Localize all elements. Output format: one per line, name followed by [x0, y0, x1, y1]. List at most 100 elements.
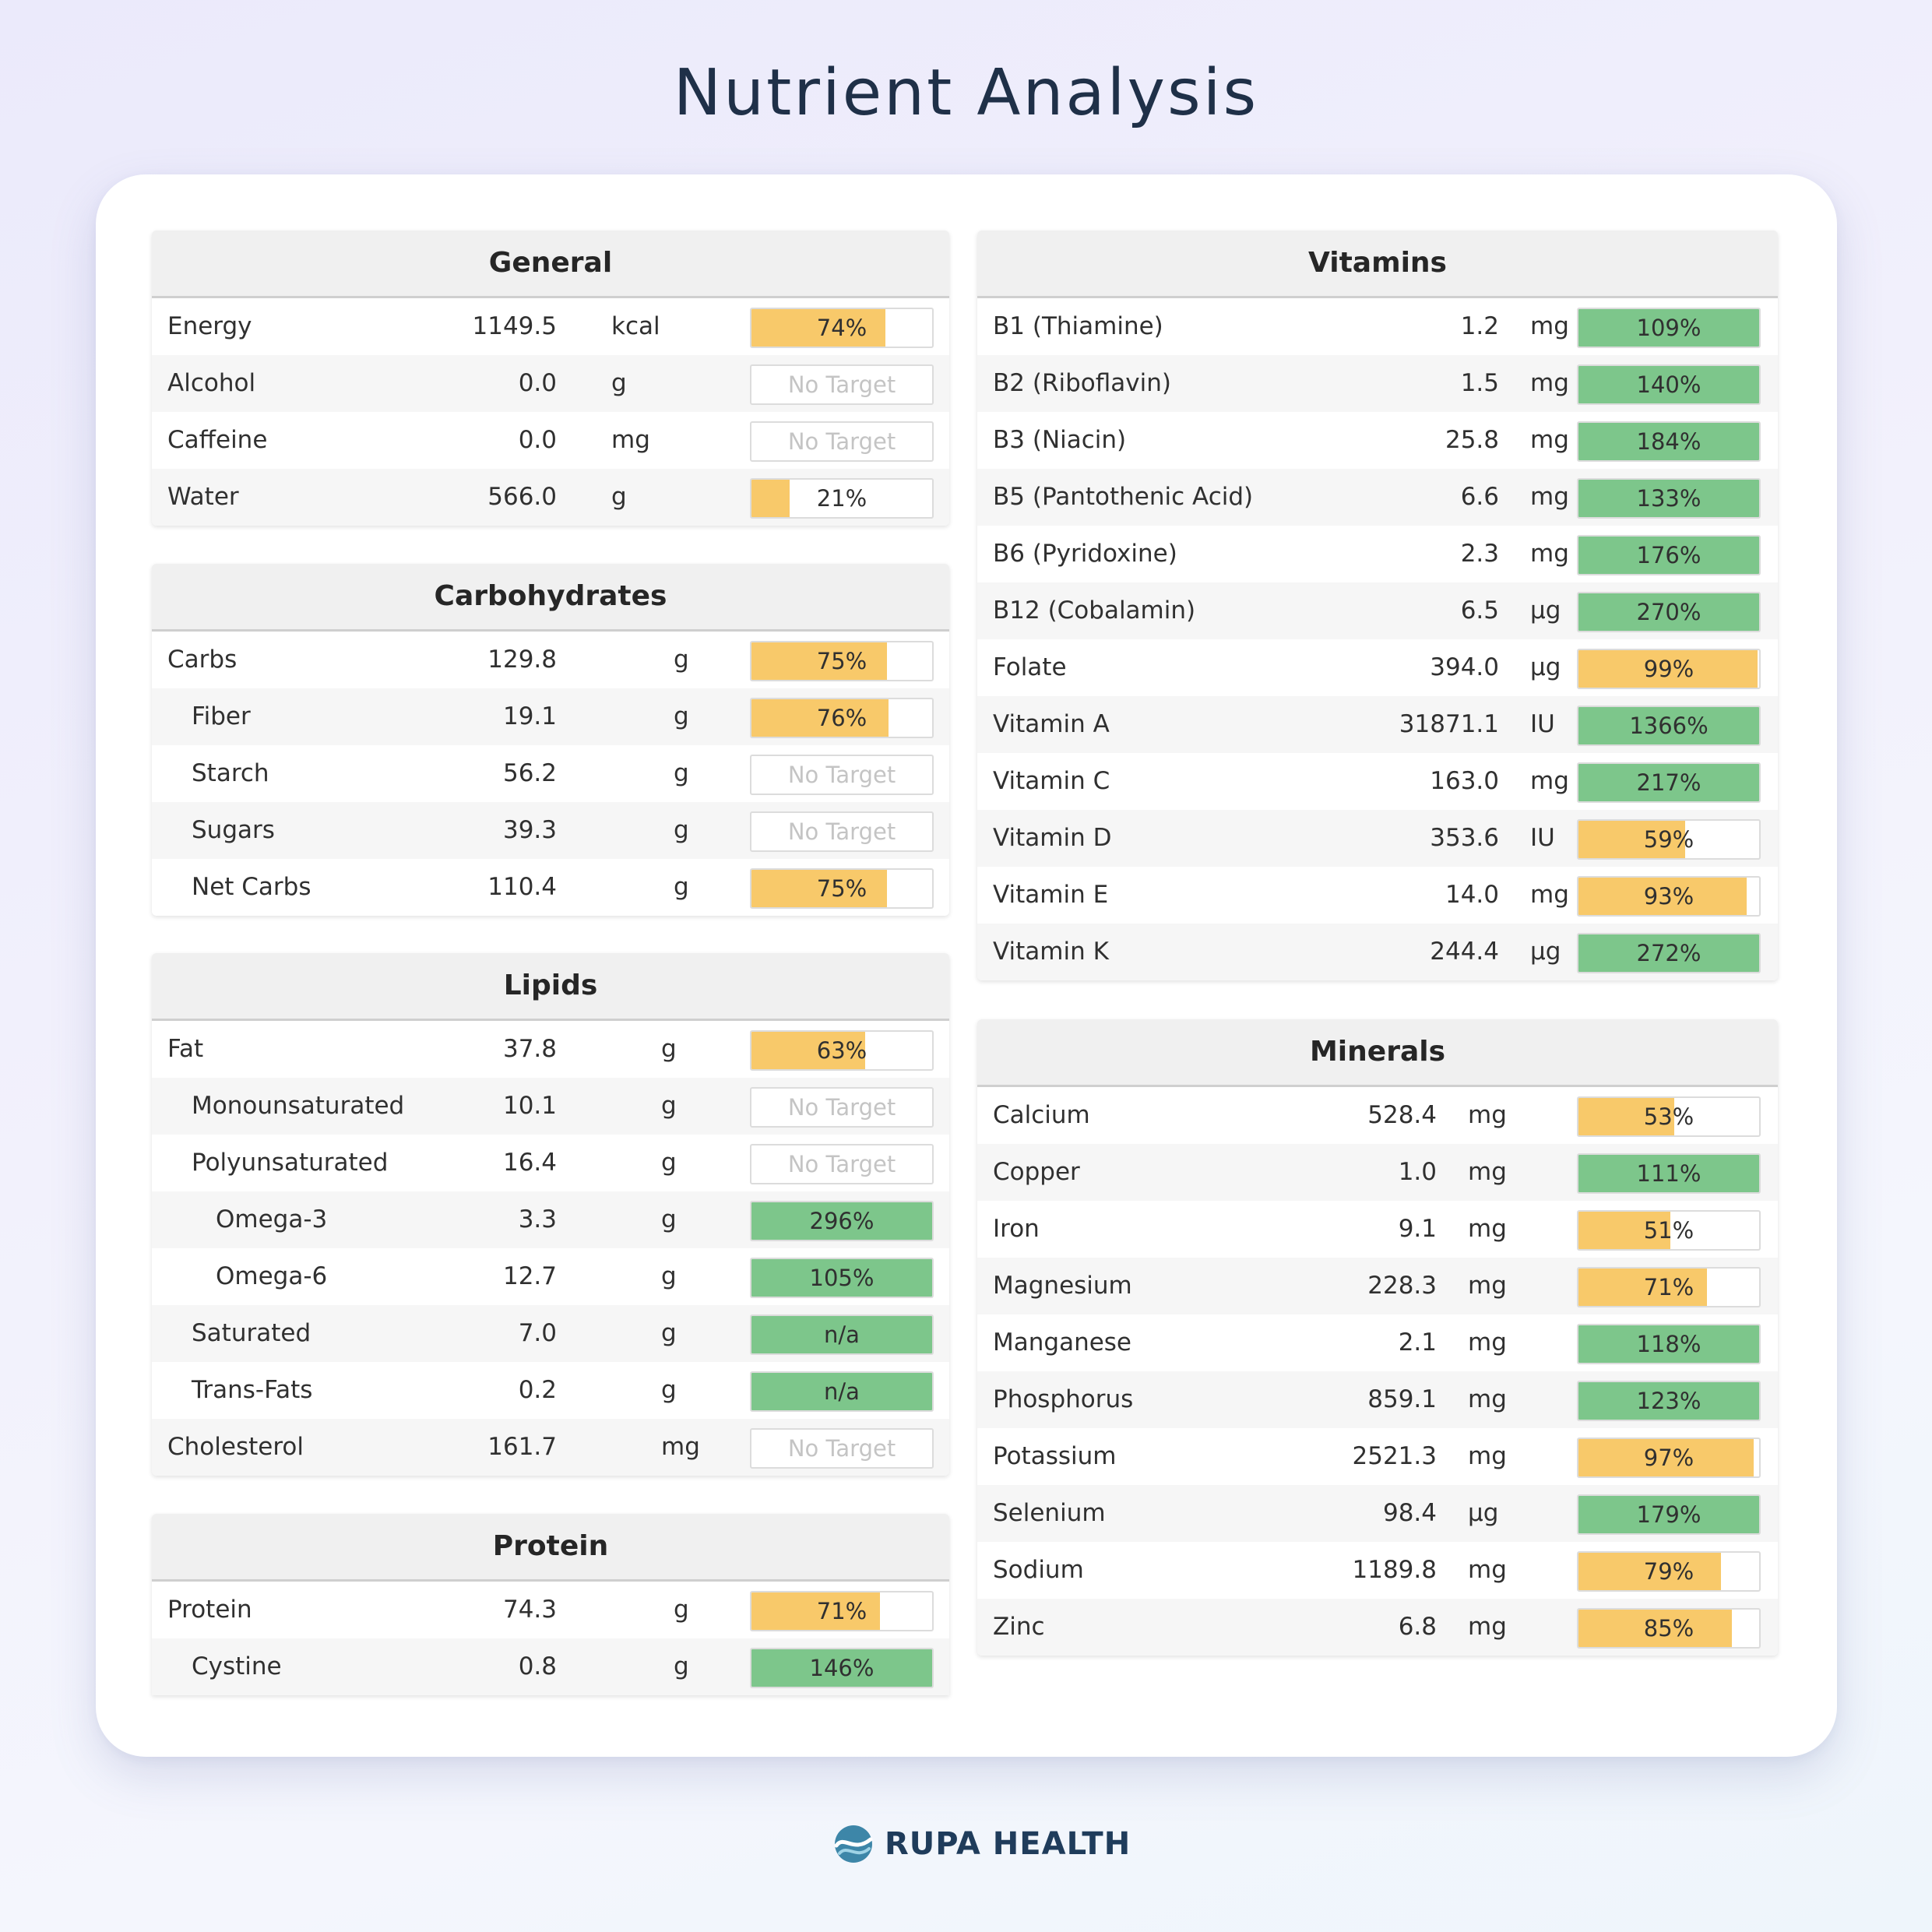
nutrient-name: Alcohol: [167, 369, 256, 397]
nutrient-unit: mg: [1468, 1272, 1507, 1300]
target-progress-bar: 93%: [1577, 876, 1761, 917]
nutrient-name: Sodium: [993, 1556, 1084, 1584]
protein-panel: Protein Protein 74.3 g 71% Cystine 0.8 g 146%: [152, 1514, 949, 1695]
nutrient-value: 39.3: [502, 816, 557, 844]
nutrient-row: B6 (Pyridoxine) 2.3 mg 176%: [977, 526, 1778, 582]
progress-fill: [1578, 1382, 1759, 1420]
nutrient-value: 1.5: [1460, 369, 1499, 397]
target-progress-bar: 296%: [750, 1201, 934, 1241]
target-percent: 97%: [1643, 1445, 1694, 1471]
progress-fill: [1578, 934, 1759, 972]
nutrient-row: Carbs 129.8 g 75%: [152, 632, 949, 688]
target-progress-bar: 53%: [1577, 1096, 1761, 1137]
nutrient-name: Copper: [993, 1158, 1080, 1186]
nutrient-value: 37.8: [502, 1035, 557, 1063]
nutrient-name: Phosphorus: [993, 1385, 1134, 1413]
progress-fill: [1578, 1610, 1733, 1647]
target-percent: 93%: [1643, 883, 1694, 910]
nutrient-unit: kcal: [611, 312, 660, 340]
nutrient-unit: mg: [1530, 483, 1569, 511]
target-percent: 75%: [816, 648, 867, 674]
nutrient-unit: mg: [1468, 1158, 1507, 1186]
target-progress-bar: n/a: [750, 1314, 934, 1355]
nutrient-unit: g: [674, 816, 689, 844]
nutrient-unit: g: [661, 1035, 677, 1063]
nutrient-unit: g: [611, 369, 627, 397]
target-percent: n/a: [824, 1321, 860, 1348]
target-progress-bar: 71%: [750, 1591, 934, 1631]
nutrient-row: Cystine 0.8 g 146%: [152, 1638, 949, 1695]
minerals-panel: Minerals Calcium 528.4 mg 53% Copper 1.0 mg 111…: [977, 1019, 1778, 1656]
nutrient-row: Protein 74.3 g 71%: [152, 1582, 949, 1638]
target-percent: 179%: [1636, 1501, 1701, 1528]
vitamins-panel: Vitamins B1 (Thiamine) 1.2 mg 109% B2 (Ribof…: [977, 231, 1778, 980]
nutrient-name: Potassium: [993, 1442, 1117, 1470]
target-progress-bar: 111%: [1577, 1153, 1761, 1194]
target-percent: 74%: [816, 315, 867, 341]
nutrient-value: 1.0: [1398, 1158, 1437, 1186]
nutrient-row: Selenium 98.4 µg 179%: [977, 1485, 1778, 1542]
nutrient-value: 6.8: [1398, 1613, 1437, 1641]
panel-title: Carbohydrates: [152, 564, 949, 632]
target-percent: 105%: [809, 1265, 875, 1291]
target-progress-bar: 63%: [750, 1030, 934, 1071]
panel-title: General: [152, 231, 949, 298]
nutrient-row: Folate 394.0 µg 99%: [977, 639, 1778, 696]
progress-fill: [1578, 1269, 1707, 1306]
general-panel: General Energy 1149.5 kcal 74% Alcohol 0.0 g No…: [152, 231, 949, 526]
panel-title: Vitamins: [977, 231, 1778, 298]
nutrient-name: B6 (Pyridoxine): [993, 540, 1177, 568]
progress-fill: [751, 1032, 866, 1069]
nutrient-unit: mg: [1530, 881, 1569, 909]
nutrient-value: 0.0: [518, 426, 557, 454]
progress-fill: [1578, 707, 1759, 744]
target-percent: No Target: [787, 762, 896, 788]
nutrient-name: Selenium: [993, 1499, 1106, 1527]
target-percent: 146%: [809, 1655, 875, 1681]
target-percent: 71%: [816, 1598, 867, 1624]
target-percent: 111%: [1636, 1160, 1701, 1187]
nutrient-name: Net Carbs: [192, 873, 311, 901]
target-progress-bar: 176%: [1577, 535, 1761, 575]
nutrient-unit: mg: [1530, 426, 1569, 454]
nutrient-row: Alcohol 0.0 g No Target: [152, 355, 949, 412]
progress-fill: [751, 1592, 880, 1630]
target-progress-bar: 105%: [750, 1258, 934, 1298]
nutrient-row: Vitamin E 14.0 mg 93%: [977, 867, 1778, 924]
nutrient-name: Fiber: [192, 702, 251, 730]
nutrient-row: Fat 37.8 g 63%: [152, 1021, 949, 1078]
target-percent: 76%: [816, 705, 867, 731]
nutrient-value: 161.7: [487, 1433, 557, 1461]
target-progress-bar: 272%: [1577, 933, 1761, 973]
target-percent: 79%: [1643, 1558, 1694, 1585]
nutrient-unit: mg: [1530, 312, 1569, 340]
nutrient-name: Vitamin D: [993, 824, 1112, 852]
nutrient-name: Polyunsaturated: [192, 1149, 389, 1177]
nutrient-name: B3 (Niacin): [993, 426, 1127, 454]
nutrient-value: 0.0: [518, 369, 557, 397]
nutrient-name: Vitamin E: [993, 881, 1109, 909]
nutrient-value: 2.1: [1398, 1328, 1437, 1357]
nutrient-unit: mg: [1530, 767, 1569, 795]
nutrient-unit: g: [661, 1149, 677, 1177]
rupa-logo-icon: [834, 1825, 873, 1863]
progress-fill: [1578, 423, 1759, 460]
progress-fill: [751, 699, 889, 737]
nutrient-row: Monounsaturated 10.1 g No Target: [152, 1078, 949, 1135]
nutrient-row: Trans-Fats 0.2 g n/a: [152, 1362, 949, 1419]
brand: RUPA HEALTH: [833, 1821, 1131, 1867]
nutrient-unit: mg: [1468, 1328, 1507, 1357]
progress-fill: [1578, 537, 1759, 574]
nutrient-row: Polyunsaturated 16.4 g No Target: [152, 1135, 949, 1191]
nutrient-name: Starch: [192, 759, 269, 787]
nutrient-name: Magnesium: [993, 1272, 1132, 1300]
nutrient-value: 14.0: [1445, 881, 1499, 909]
nutrient-name: Vitamin A: [993, 710, 1110, 738]
target-percent: 51%: [1643, 1217, 1694, 1244]
nutrient-name: Cholesterol: [167, 1433, 304, 1461]
nutrient-unit: mg: [1468, 1385, 1507, 1413]
nutrient-row: Sodium 1189.8 mg 79%: [977, 1542, 1778, 1599]
target-percent: 123%: [1636, 1388, 1701, 1414]
nutrient-name: Manganese: [993, 1328, 1132, 1357]
nutrient-unit: mg: [1468, 1613, 1507, 1641]
